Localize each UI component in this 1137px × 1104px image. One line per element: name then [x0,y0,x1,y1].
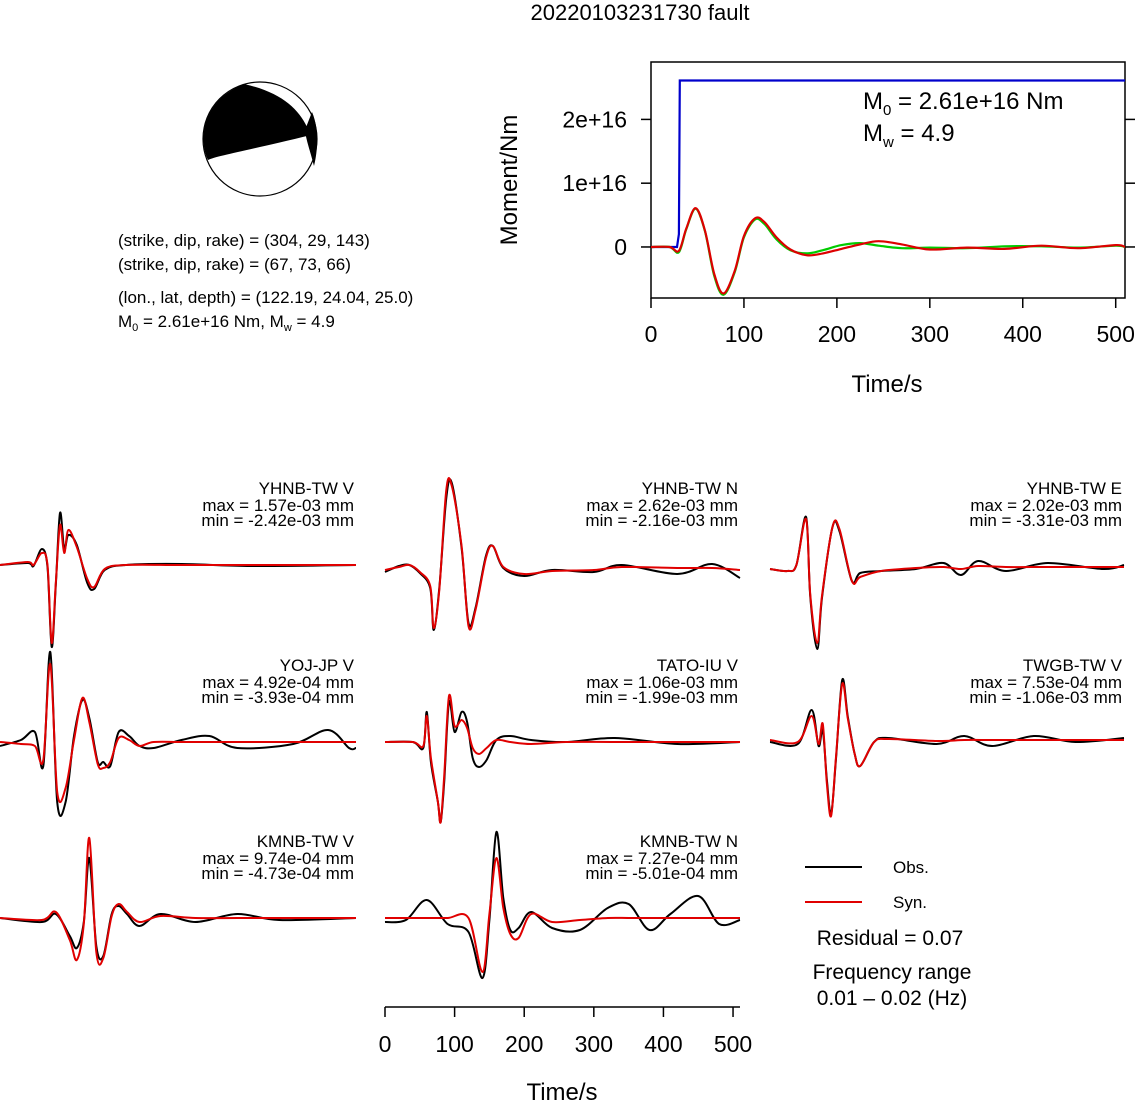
moment-xtick-label: 100 [725,321,763,347]
waveform-xtick-label: 0 [379,1031,392,1057]
frequency-title: Frequency range [813,961,972,984]
station-label: YHNB-TW N [642,479,738,498]
station-label: KMNB-TW V [257,832,355,851]
max-amplitude-label: max = 2.62e-03 mm [586,496,738,515]
legend-syn-label: Syn. [893,893,927,912]
synthetic-waveform [0,836,356,966]
max-amplitude-label: max = 7.53e-04 mm [970,673,1122,692]
moment-ylabel: Moment/Nm [496,115,523,246]
waveform-xlabel: Time/s [526,1079,597,1104]
station-label: YOJ-JP V [280,656,355,675]
moment-xtick-label: 500 [1097,321,1135,347]
waveform-xtick-label: 500 [714,1031,752,1057]
station-label: KMNB-TW N [640,832,738,851]
focal-mechanism-info: (strike, dip, rake) = (304, 29, 143) (st… [118,231,413,334]
max-amplitude-label: max = 1.06e-03 mm [586,673,738,692]
moment-xtick-label: 300 [911,321,949,347]
synthetic-waveform [0,523,356,645]
moment-rate-red-line [650,207,1126,295]
moment-mw-label: Mw = 4.9 [863,120,955,151]
moment-m0-label: M0 = 2.61e+16 Nm [863,88,1063,119]
station-label: TATO-IU V [657,656,739,675]
min-amplitude-label: min = -4.73e-04 mm [201,864,354,883]
station-label: TWGB-TW V [1023,656,1123,675]
moment-plot: 0 1e+16 2e+16 0 100 200 300 400 500 Moment/Nm T… [496,61,1135,398]
waveform-xtick-label: 100 [435,1031,473,1057]
max-amplitude-label: max = 2.02e-03 mm [970,496,1122,515]
synthetic-waveform [384,477,741,631]
min-amplitude-label: min = -1.06e-03 mm [969,688,1122,707]
moment-y-axis: 0 1e+16 2e+16 [562,106,1135,260]
nodal-plane-1: (strike, dip, rake) = (304, 29, 143) [118,231,370,250]
observed-waveform [384,830,741,980]
frequency-value: 0.01 – 0.02 (Hz) [817,987,968,1010]
legend: Obs. Syn. Residual = 0.07 Frequency rang… [805,858,971,1010]
synthetic-waveform [769,517,1124,645]
magnitude-text: M0 = 2.61e+16 Nm, Mw = 4.9 [118,312,335,334]
moment-ytick-label: 1e+16 [562,170,627,196]
nodal-plane-2: (strike, dip, rake) = (67, 73, 66) [118,255,351,274]
min-amplitude-label: min = -2.16e-03 mm [585,511,738,530]
synthetic-waveform [0,662,356,804]
min-amplitude-label: min = -2.42e-03 mm [201,511,354,530]
moment-curves [650,79,1126,296]
moment-xlabel: Time/s [851,371,922,398]
moment-xtick-label: 0 [645,321,658,347]
residual-text: Residual = 0.07 [817,927,964,950]
waveform-x-axis: 0 100 200 300 400 500 Time/s [379,1006,752,1104]
waveform-xtick-label: 300 [575,1031,613,1057]
moment-x-axis: 0 100 200 300 400 500 [645,298,1135,347]
max-amplitude-label: max = 7.27e-04 mm [586,849,738,868]
moment-ytick-label: 0 [614,234,627,260]
min-amplitude-label: min = -3.31e-03 mm [969,511,1122,530]
waveform-xtick-label: 200 [505,1031,543,1057]
waveform-xtick-label: 400 [644,1031,682,1057]
synthetic-waveform [769,682,1124,818]
moment-plot-frame [650,61,1126,299]
synthetic-waveform [384,693,740,824]
beachball [202,81,318,197]
station-label: YHNB-TW E [1027,479,1122,498]
min-amplitude-label: min = -5.01e-04 mm [585,864,738,883]
moment-rate-green-line [650,207,1126,296]
min-amplitude-label: min = -3.93e-04 mm [201,688,354,707]
synthetic-waveform [385,856,740,974]
legend-obs-label: Obs. [893,858,929,877]
moment-xtick-label: 400 [1004,321,1042,347]
moment-xtick-label: 200 [818,321,856,347]
location-text: (lon., lat, depth) = (122.19, 24.04, 25.… [118,288,413,307]
min-amplitude-label: min = -1.99e-03 mm [585,688,738,707]
moment-ytick-label: 2e+16 [562,106,627,132]
figure-title: 20220103231730 fault [531,0,750,25]
max-amplitude-label: max = 9.74e-04 mm [202,849,354,868]
station-label: YHNB-TW V [259,479,355,498]
max-amplitude-label: max = 1.57e-03 mm [202,496,354,515]
max-amplitude-label: max = 4.92e-04 mm [202,673,354,692]
